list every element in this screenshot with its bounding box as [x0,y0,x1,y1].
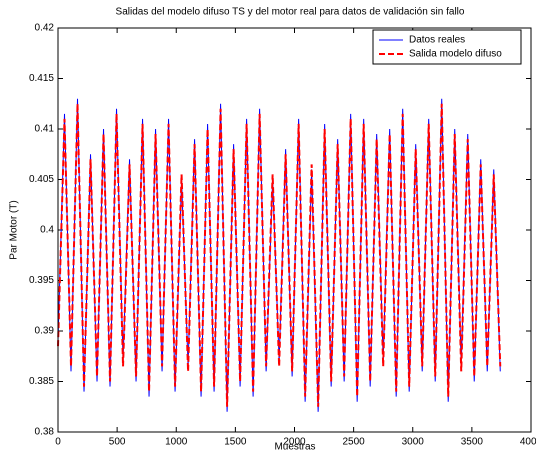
x-tick-label: 3000 [402,437,425,448]
y-tick-label: 0.41 [35,124,55,135]
x-tick-label: 1500 [224,437,247,448]
y-tick-label: 0.39 [35,326,55,337]
chart-title: Salidas del modelo difuso TS y del motor… [116,7,465,18]
y-tick-label: 0.415 [29,73,54,84]
x-tick-label: 2500 [343,437,366,448]
legend-label: Datos reales [409,35,465,46]
plot-frame [57,27,532,433]
y-tick-label: 0.395 [29,275,54,286]
y-tick-label: 0.38 [35,427,55,438]
x-tick-label: 4000 [520,437,536,448]
x-tick-label: 3500 [461,437,484,448]
legend-box [372,29,522,65]
y-axis-label: Par Motor (T) [9,200,20,259]
x-tick-label: 0 [55,437,61,448]
x-tick-label: 1000 [165,437,188,448]
line-series [57,103,502,407]
x-axis-label: Muestras [274,442,315,453]
x-tick-label: 500 [109,437,126,448]
legend-label: Salida modelo difuso [409,49,502,60]
y-tick-label: 0.42 [35,23,55,34]
y-tick-label: 0.385 [29,376,54,387]
y-tick-label: 0.4 [40,225,54,236]
y-tick-label: 0.405 [29,174,54,185]
x-tick-label: 2000 [283,437,306,448]
